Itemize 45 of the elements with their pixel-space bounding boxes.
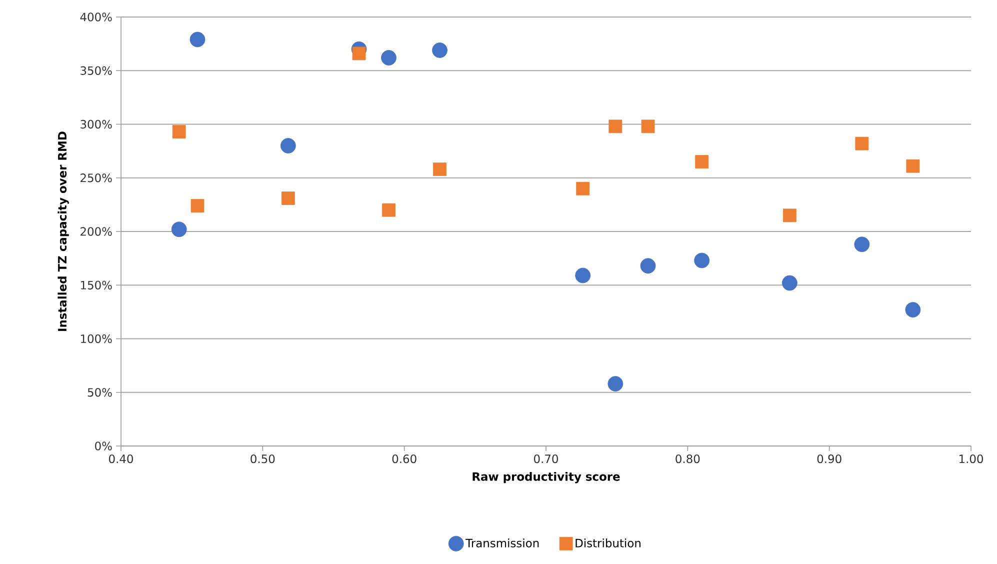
point xyxy=(382,203,396,217)
point xyxy=(608,376,624,392)
point xyxy=(280,138,296,154)
legend-label: Transmission xyxy=(466,538,539,548)
point xyxy=(782,208,796,222)
point xyxy=(190,32,206,48)
point xyxy=(575,268,591,284)
point xyxy=(855,136,869,150)
x-tick-label: 0.60 xyxy=(392,454,416,464)
point xyxy=(433,162,446,176)
y-tick-label: 400% xyxy=(80,12,112,22)
point xyxy=(172,125,186,138)
y-axis-title: Installed TZ capacity over RMD xyxy=(58,132,69,331)
point xyxy=(432,42,448,58)
point xyxy=(281,192,295,205)
point xyxy=(906,159,920,173)
point xyxy=(352,46,366,60)
y-tick-label: 200% xyxy=(80,227,112,236)
point xyxy=(782,275,798,291)
point xyxy=(641,120,655,134)
point xyxy=(694,252,710,268)
point xyxy=(640,258,656,274)
y-tick-label: 0% xyxy=(95,442,112,450)
point xyxy=(905,302,921,318)
legend-label: Distribution xyxy=(576,538,640,548)
x-tick-label: 0.80 xyxy=(676,454,700,464)
y-tick-label: 250% xyxy=(80,174,112,182)
x-tick-label: 1.00 xyxy=(960,454,983,464)
y-tick-label: 350% xyxy=(80,66,112,75)
x-axis-title: Raw productivity score xyxy=(472,472,620,484)
point xyxy=(381,50,396,66)
point xyxy=(171,222,187,238)
y-tick-label: 50% xyxy=(88,388,112,397)
x-tick-label: 0.50 xyxy=(250,454,275,464)
point xyxy=(608,120,622,134)
y-tick-label: 300% xyxy=(80,120,112,129)
point xyxy=(190,199,204,212)
x-tick-label: 0.40 xyxy=(108,454,133,464)
point xyxy=(695,155,709,168)
x-tick-label: 0.70 xyxy=(534,454,558,464)
y-tick-label: 100% xyxy=(80,334,112,344)
x-tick-label: 0.90 xyxy=(817,454,842,464)
point xyxy=(576,182,590,196)
y-tick-label: 150% xyxy=(80,280,112,290)
point xyxy=(854,236,870,252)
